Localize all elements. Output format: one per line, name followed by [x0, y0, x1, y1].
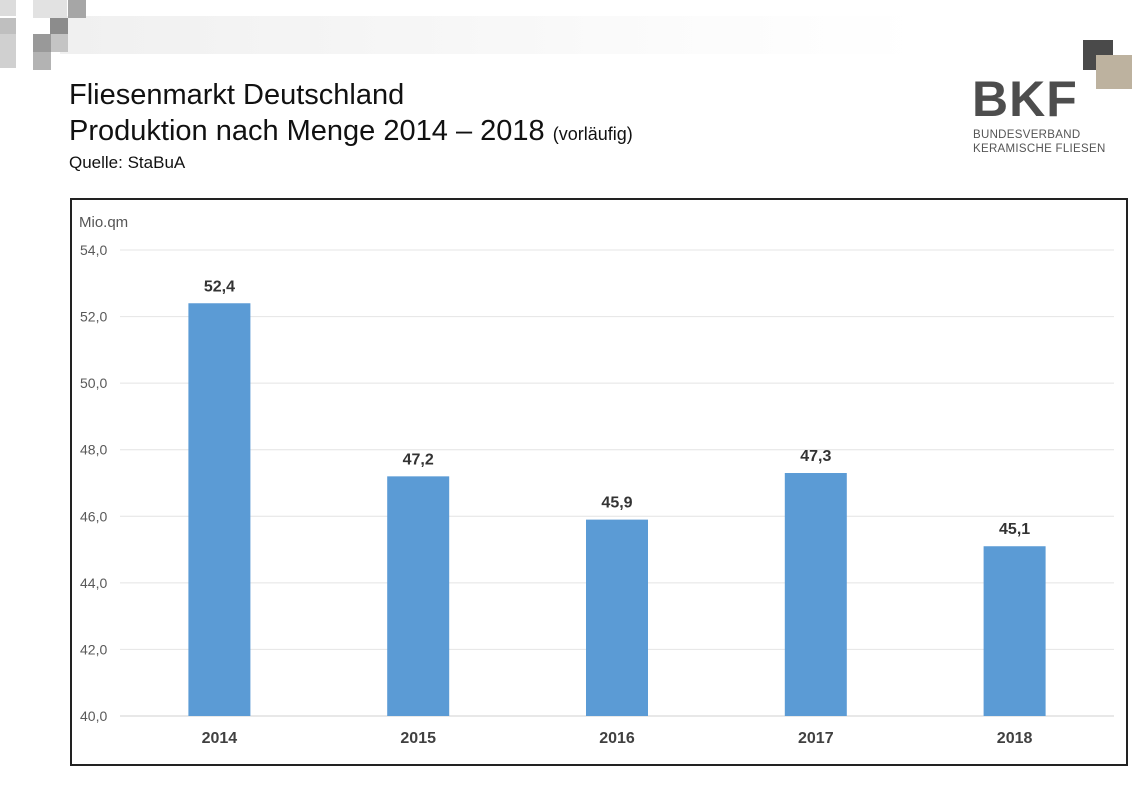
decoration-square — [50, 18, 68, 34]
y-tick-label: 42,0 — [80, 641, 107, 657]
decoration-square — [68, 0, 86, 18]
chart-frame: Mio.qm 40,0 42,0 44,0 46,0 48,0 50,0 52,0 54,0 5… — [70, 198, 1128, 766]
decoration-square — [0, 0, 16, 16]
bar — [586, 519, 648, 716]
data-label: 47,2 — [403, 451, 434, 468]
subtitle-note: (vorläufig) — [552, 124, 633, 144]
x-tick-label: 2014 — [202, 730, 238, 747]
y-axis-unit-label: Mio.qm — [79, 214, 128, 231]
logo-subtitle: BUNDESVERBAND KERAMISCHE FLIESEN — [973, 128, 1106, 156]
x-tick-label: 2015 — [400, 730, 436, 747]
y-tick-label: 54,0 — [80, 242, 107, 258]
x-tick-label: 2016 — [599, 730, 635, 747]
decoration-square — [0, 18, 16, 34]
bar — [188, 303, 251, 716]
bar — [983, 546, 1046, 716]
logo-line-2: KERAMISCHE FLIESEN — [973, 143, 1106, 155]
data-label: 47,3 — [800, 448, 831, 465]
x-tick-label: 2018 — [997, 730, 1033, 747]
decoration-square — [33, 34, 51, 52]
x-tick-label: 2017 — [798, 730, 834, 747]
y-tick-label: 46,0 — [80, 508, 107, 524]
y-tick-label: 44,0 — [80, 575, 107, 591]
page-title: Fliesenmarkt Deutschland — [69, 79, 405, 111]
y-tick-label: 40,0 — [80, 708, 107, 724]
data-label: 45,9 — [601, 495, 632, 512]
bar — [784, 473, 847, 716]
decoration-square — [51, 34, 68, 52]
logo-square-beige — [1096, 55, 1132, 89]
bkf-logo: BKF BUNDESVERBAND KERAMISCHE FLIESEN — [966, 32, 1136, 160]
source-note: Quelle: StaBuA — [69, 153, 186, 172]
subtitle-main: Produktion nach Menge 2014 – 2018 — [69, 115, 545, 147]
logo-line-1: BUNDESVERBAND — [973, 129, 1081, 141]
header-decoration-band — [60, 16, 920, 54]
decoration-square — [0, 34, 16, 68]
logo-letters: BKF — [972, 71, 1078, 127]
decoration-square — [33, 0, 67, 18]
y-tick-label: 48,0 — [80, 442, 107, 458]
data-label: 52,4 — [204, 278, 235, 295]
decoration-square — [33, 52, 51, 70]
bar — [387, 476, 450, 716]
y-tick-label: 50,0 — [80, 375, 107, 391]
data-label: 45,1 — [999, 521, 1030, 538]
page-subtitle: Produktion nach Menge 2014 – 2018 (vorlä… — [69, 113, 633, 152]
bar-chart: Mio.qm 40,0 42,0 44,0 46,0 48,0 50,0 52,0 54,0 5… — [79, 214, 1114, 747]
y-tick-label: 52,0 — [80, 309, 107, 325]
title-block: Fliesenmarkt Deutschland Produktion nach… — [69, 77, 633, 173]
